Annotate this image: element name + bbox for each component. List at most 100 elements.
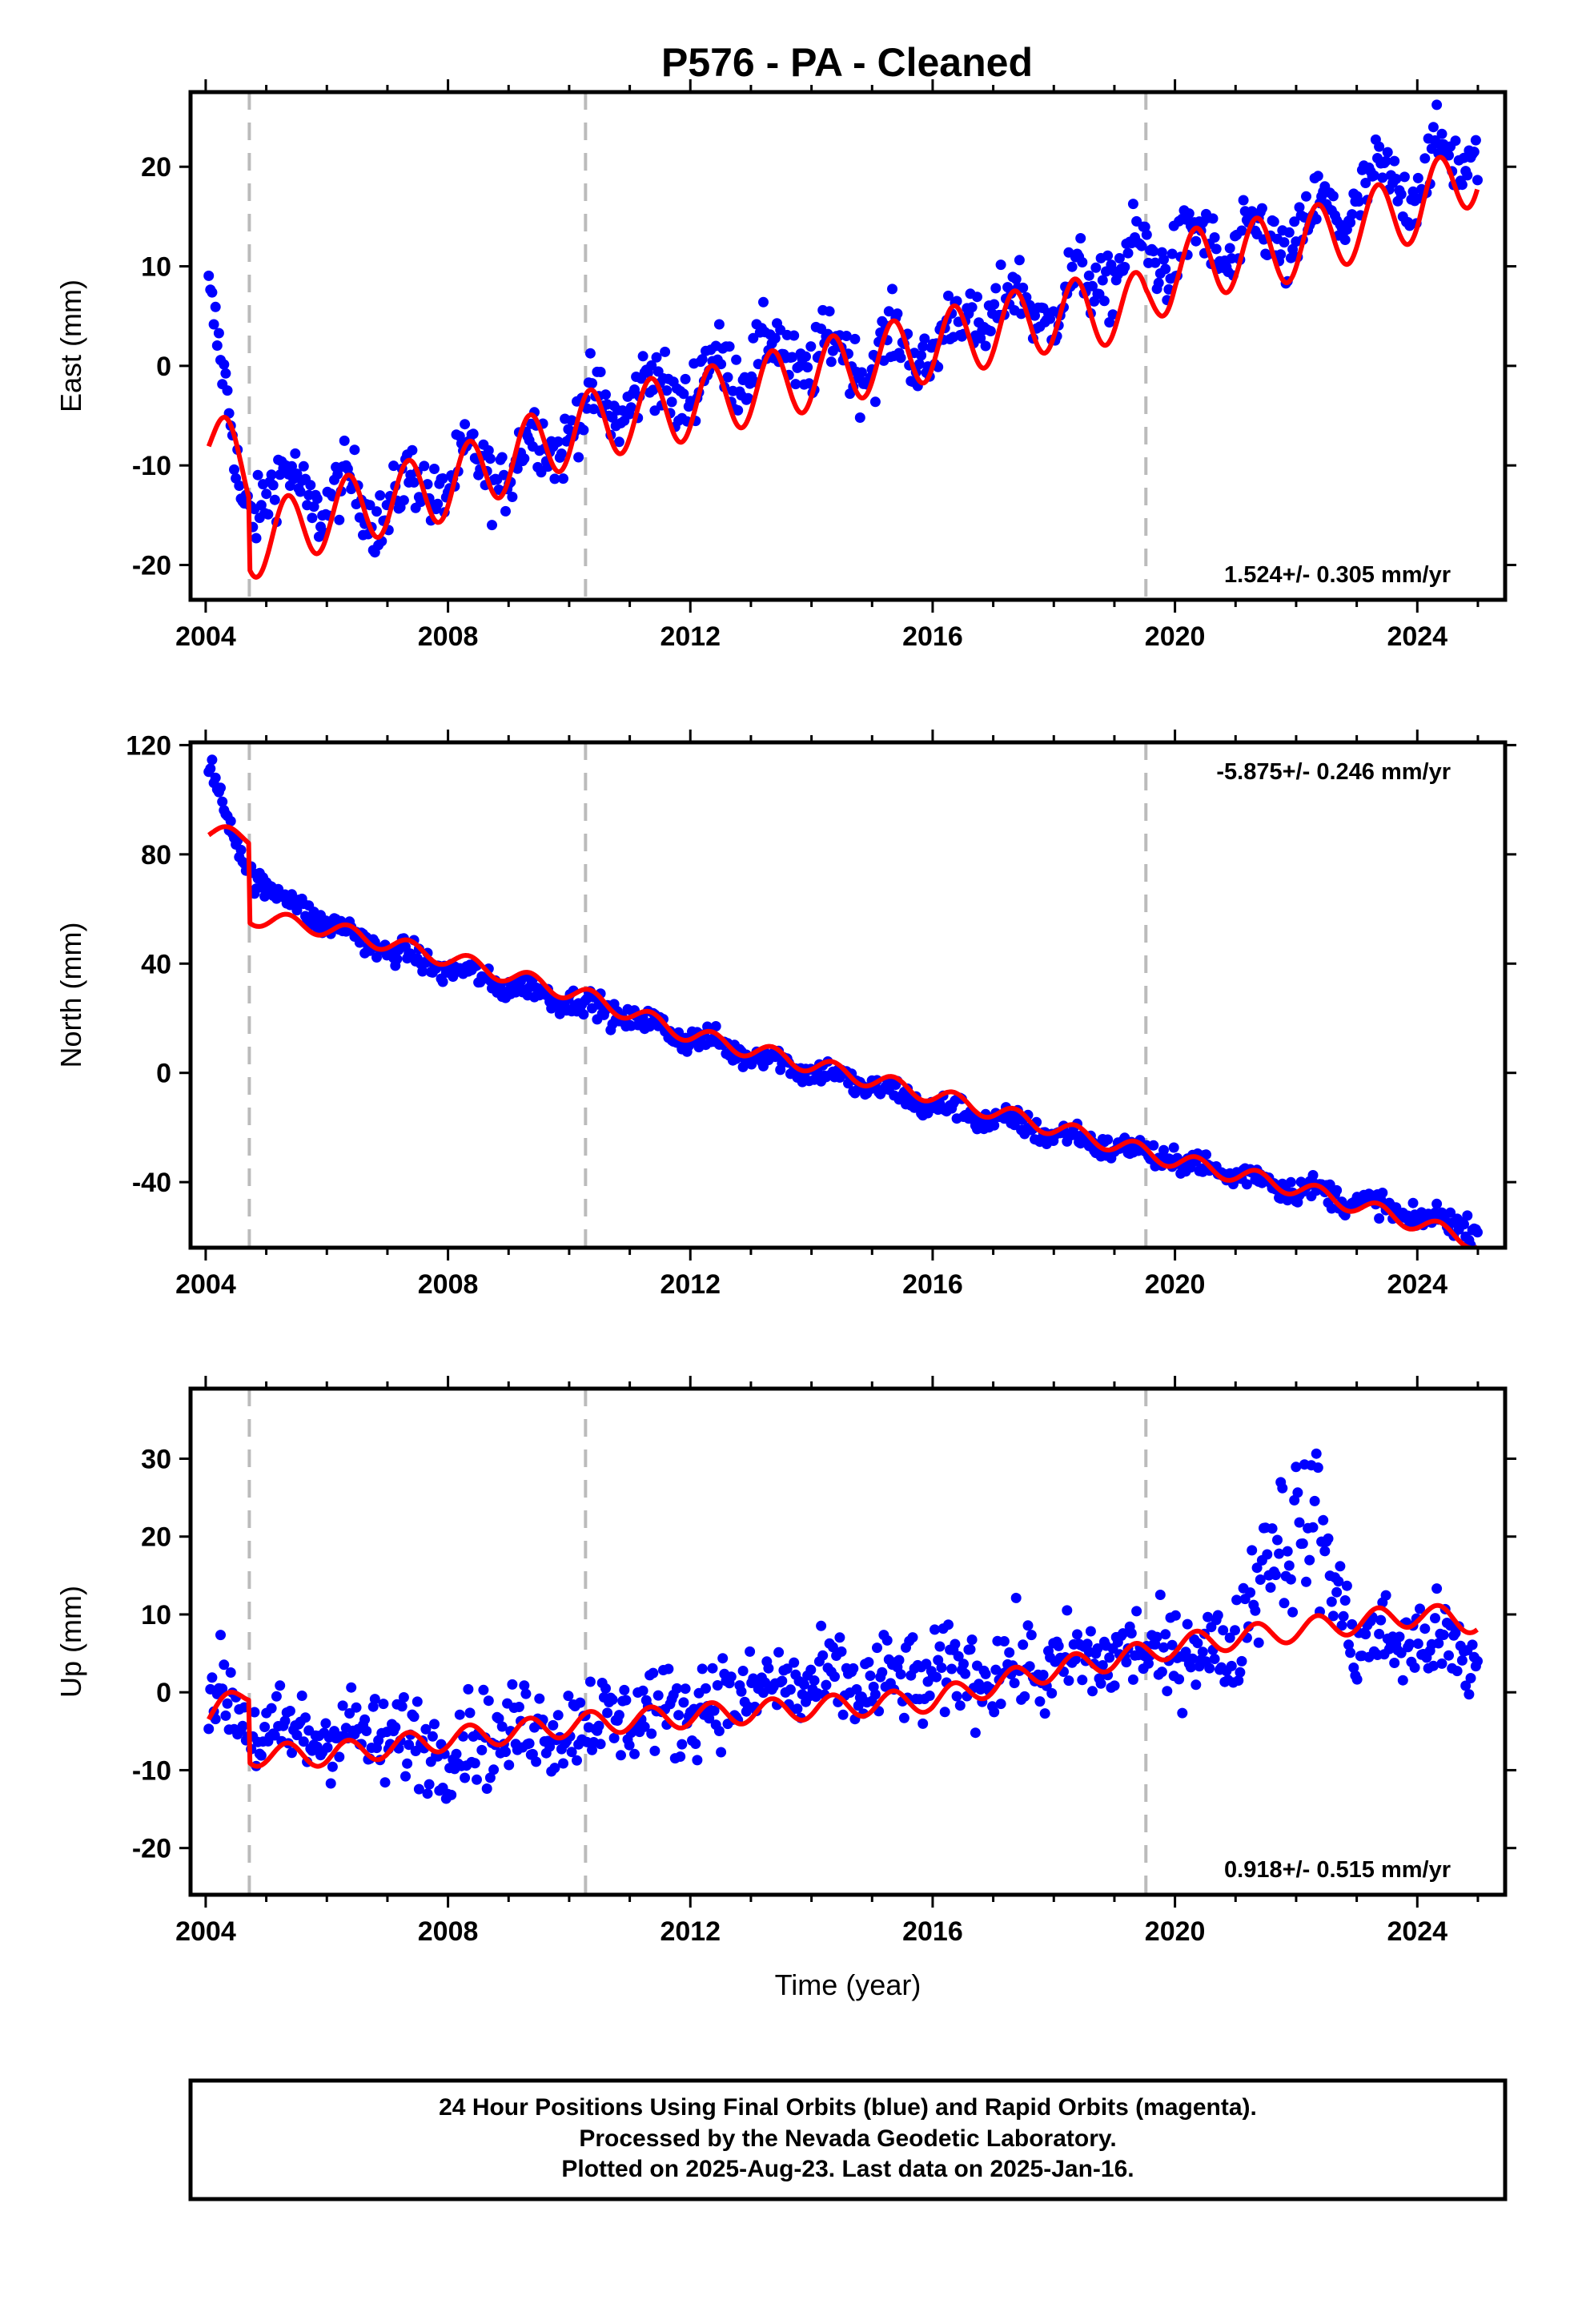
data-point: [1277, 1482, 1288, 1494]
data-point: [710, 1021, 721, 1031]
data-point: [675, 1751, 686, 1762]
model-curve: [206, 155, 1480, 580]
data-point: [337, 1700, 348, 1711]
data-point: [836, 1646, 847, 1657]
data-point: [1312, 171, 1323, 182]
data-point: [1168, 1142, 1179, 1153]
data-point: [408, 1711, 420, 1723]
data-point: [307, 513, 318, 524]
data-point: [402, 1758, 413, 1769]
data-point: [566, 1747, 577, 1758]
data-point: [1185, 1662, 1196, 1673]
data-point: [1347, 209, 1358, 220]
data-point: [995, 1699, 1006, 1710]
data-point: [544, 1741, 556, 1752]
data-point: [578, 424, 589, 436]
data-point: [931, 1671, 942, 1683]
data-point: [1368, 170, 1379, 181]
data-point: [980, 1668, 991, 1679]
data-point: [1235, 1667, 1246, 1678]
data-point: [936, 1663, 947, 1673]
data-point: [677, 1739, 688, 1750]
data-point: [320, 1718, 331, 1729]
data-point: [1187, 1653, 1199, 1664]
rate-label: 1.524+/- 0.305 mm/yr: [1224, 562, 1451, 588]
data-point: [1375, 1614, 1387, 1626]
data-point: [853, 1700, 864, 1711]
data-point: [460, 1772, 471, 1783]
data-point: [211, 340, 223, 351]
data-point: [1415, 1603, 1425, 1614]
x-tick-label: 2012: [660, 1916, 721, 1947]
data-point: [369, 1694, 380, 1705]
data-point: [943, 1619, 954, 1630]
data-point: [1024, 1661, 1035, 1672]
data-point: [1433, 1638, 1444, 1649]
x-tick-label: 2020: [1145, 1269, 1206, 1300]
plot-frame: [188, 90, 1508, 602]
data-point: [763, 1663, 774, 1674]
data-point: [558, 473, 568, 485]
data-point: [1102, 250, 1114, 261]
y-tick-label: 20: [141, 1522, 171, 1553]
data-point: [1262, 250, 1273, 260]
data-point: [758, 1687, 769, 1699]
data-point: [1156, 1667, 1167, 1678]
data-point: [1253, 1637, 1264, 1648]
data-point: [1092, 1643, 1103, 1654]
data-point: [1209, 232, 1220, 243]
data-points: [203, 1448, 1483, 1804]
x-tick-label: 2004: [175, 621, 236, 652]
data-point: [222, 1698, 233, 1709]
data-point: [1287, 243, 1299, 255]
data-point: [1279, 237, 1290, 248]
data-point: [1341, 1580, 1352, 1591]
data-point: [1338, 1610, 1349, 1622]
data-point: [1250, 1605, 1261, 1616]
data-point: [736, 1686, 747, 1697]
data-point: [893, 1655, 905, 1666]
data-point: [934, 1641, 946, 1652]
data-point: [1226, 1660, 1237, 1671]
y-tick-label: -40: [132, 1168, 171, 1198]
x-tick-label: 2016: [902, 1916, 963, 1947]
data-point: [921, 1659, 932, 1670]
data-point: [388, 460, 400, 472]
x-tick-label: 2024: [1387, 1269, 1447, 1300]
data-point: [1141, 229, 1152, 240]
data-point: [296, 1691, 307, 1701]
data-point: [1272, 1534, 1283, 1546]
data-point: [1431, 99, 1443, 111]
data-point: [219, 359, 230, 370]
data-point: [1233, 1675, 1244, 1686]
data-point: [217, 796, 228, 807]
data-point: [593, 1720, 604, 1731]
data-point: [713, 319, 725, 330]
data-point: [648, 384, 659, 396]
footer-line-2: Processed by the Nevada Geodetic Laborat…: [579, 2125, 1116, 2152]
data-point: [1238, 195, 1249, 206]
data-point: [704, 1713, 715, 1724]
data-point: [493, 1713, 504, 1724]
data-point: [500, 505, 511, 517]
x-tick-label: 2012: [660, 621, 721, 652]
data-point: [1236, 1655, 1247, 1667]
data-point: [237, 1720, 248, 1731]
data-point: [213, 328, 224, 339]
data-point: [678, 388, 689, 400]
data-point: [1087, 280, 1098, 292]
x-tick-label: 2008: [418, 1916, 479, 1947]
data-point: [1275, 249, 1287, 260]
data-point: [837, 1709, 849, 1720]
data-point: [1445, 1620, 1456, 1631]
data-point: [1309, 1495, 1320, 1506]
data-point: [1274, 1548, 1285, 1559]
data-point: [1131, 1606, 1142, 1617]
data-point: [1318, 1514, 1329, 1526]
data-point: [483, 445, 494, 456]
data-point: [287, 1747, 297, 1759]
data-point: [648, 1667, 659, 1679]
data-point: [507, 1679, 518, 1690]
data-point: [478, 1684, 489, 1695]
data-point: [255, 1750, 267, 1761]
